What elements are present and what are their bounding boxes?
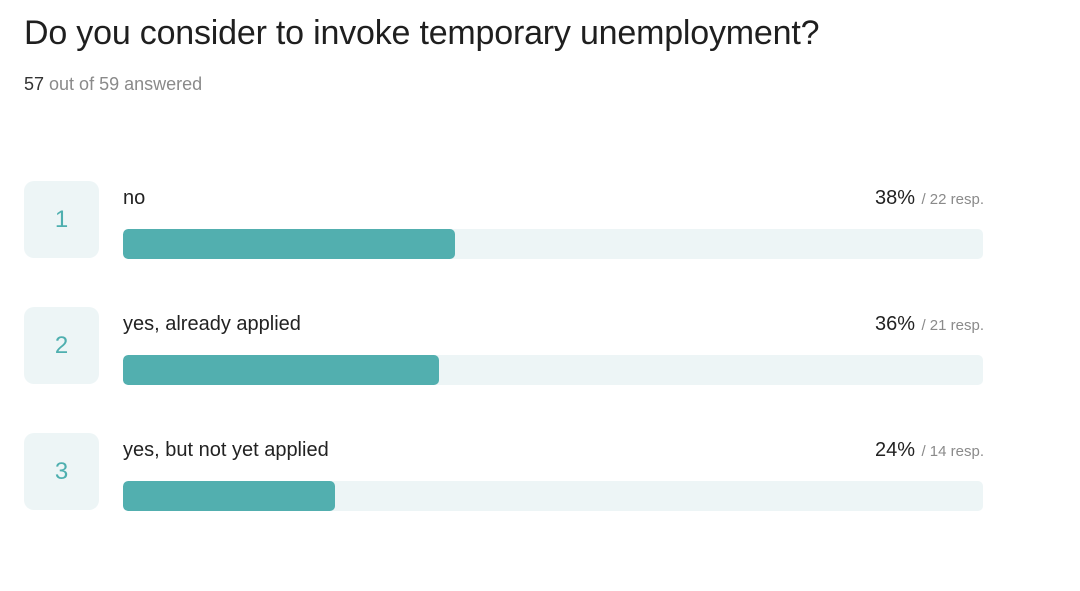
bar-fill	[123, 481, 335, 511]
bar-track	[123, 229, 983, 259]
option-stat: 38% / 22 resp.	[875, 187, 984, 210]
option-stat: 36% / 21 resp.	[875, 313, 984, 336]
answered-text: out of 59 answered	[44, 74, 203, 94]
option-responses: / 22 resp.	[921, 191, 984, 208]
option-row: 1 no 38% / 22 resp.	[24, 181, 984, 259]
option-index: 1	[24, 181, 99, 258]
option-responses: / 21 resp.	[921, 317, 984, 334]
option-index: 3	[24, 433, 99, 510]
bar-track	[123, 481, 983, 511]
bar-fill	[123, 355, 440, 385]
option-row: 3 yes, but not yet applied 24% / 14 resp…	[24, 433, 984, 511]
option-label: yes, already applied	[123, 313, 301, 335]
option-percent: 36%	[874, 313, 915, 335]
option-percent: 38%	[874, 187, 915, 209]
bar-fill	[123, 229, 455, 259]
answered-summary: 57 out of 59 answered	[24, 74, 202, 95]
option-percent: 24%	[874, 439, 915, 461]
option-responses: / 14 resp.	[921, 443, 984, 460]
option-label: yes, but not yet applied	[123, 439, 329, 461]
answered-count: 57	[24, 74, 45, 94]
bar-track	[123, 355, 983, 385]
option-stat: 24% / 14 resp.	[875, 439, 984, 462]
question-title: Do you consider to invoke temporary unem…	[24, 14, 820, 52]
option-index: 2	[24, 307, 99, 384]
option-row: 2 yes, already applied 36% / 21 resp.	[24, 307, 984, 385]
option-label: no	[123, 187, 146, 209]
